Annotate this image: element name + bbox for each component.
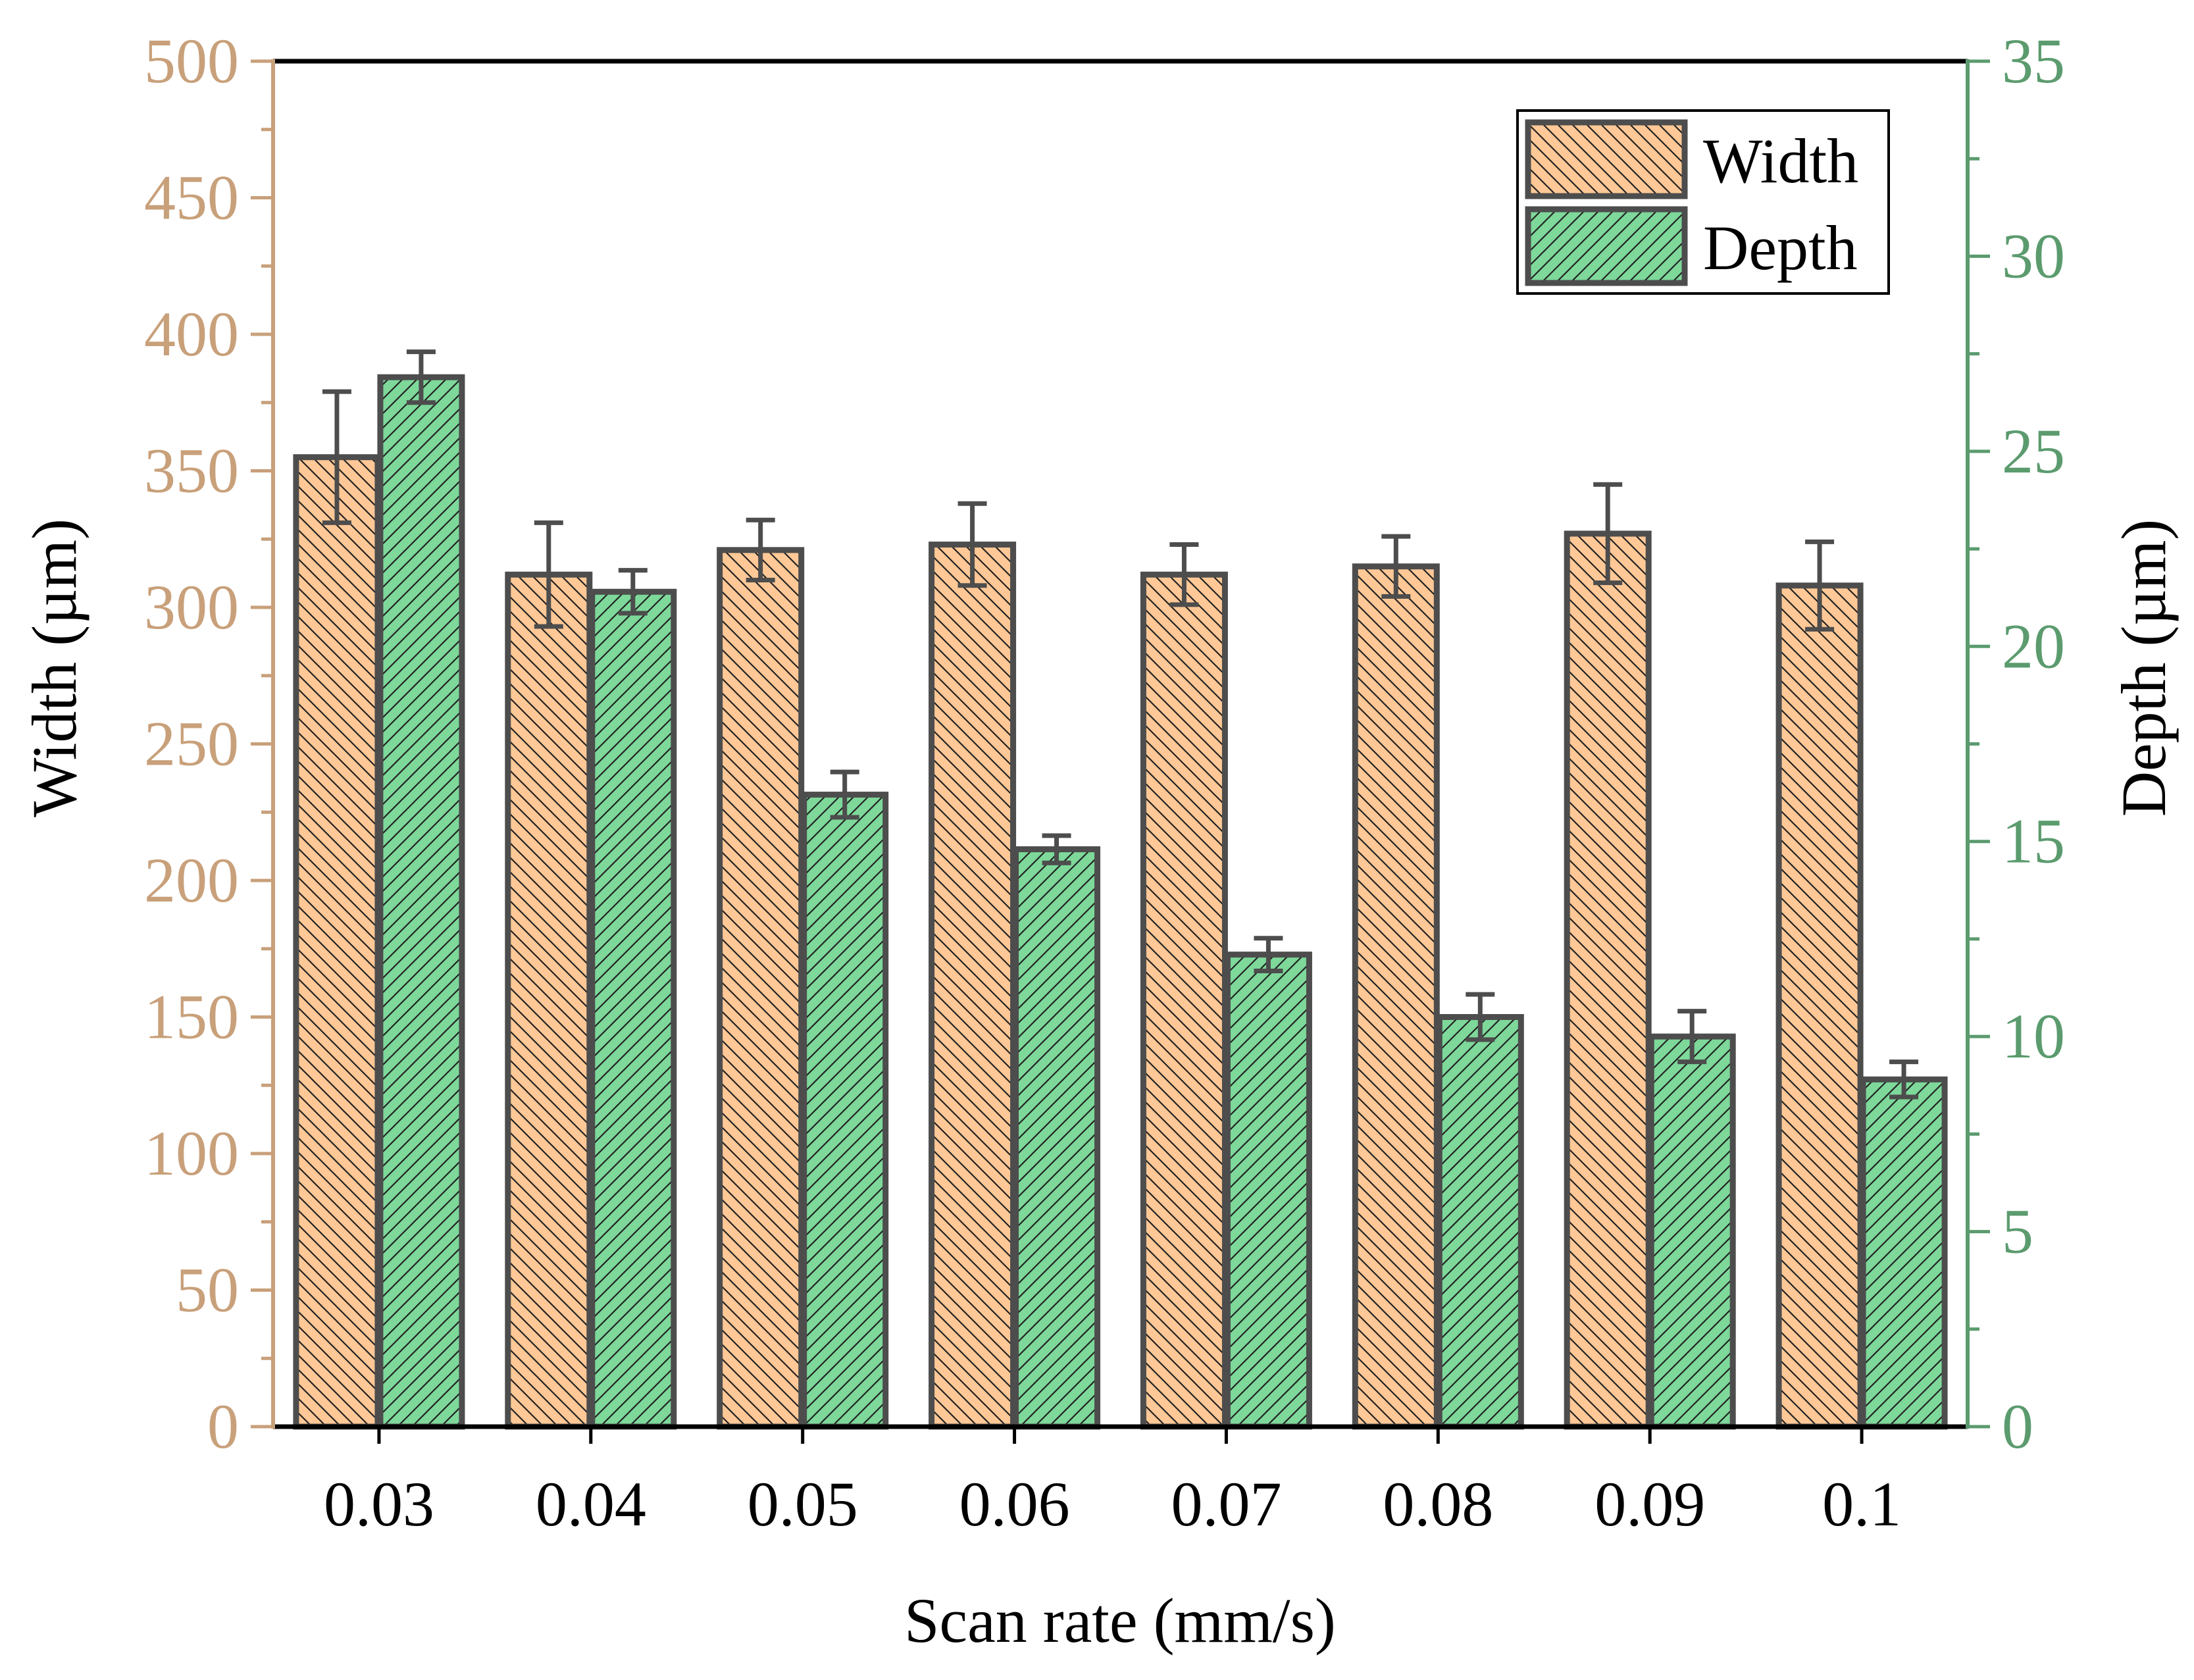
x-tick-label: 0.04 bbox=[536, 1469, 646, 1539]
y-right-tick-label: 25 bbox=[2002, 416, 2065, 486]
bars bbox=[293, 374, 1948, 1430]
axes: 0.03 0.04 0.05 0.06 0.07 0.08 0.09 0.1050100150… bbox=[144, 26, 2065, 1539]
x-tick-label: 0.1 bbox=[1822, 1469, 1901, 1539]
legend: Width Depth bbox=[1516, 109, 1890, 295]
legend-swatch-depth-hatch bbox=[1525, 206, 1688, 286]
x-tick-label: 0.05 bbox=[748, 1469, 858, 1539]
y-left-tick-label: 450 bbox=[144, 163, 239, 233]
x-axis-title: Scan rate (mm/s) bbox=[904, 1585, 1336, 1656]
y-right-tick-label: 15 bbox=[2002, 806, 2065, 877]
y-right-tick-label: 20 bbox=[2002, 611, 2065, 681]
bar-width-outline bbox=[505, 571, 593, 1430]
y-right-tick-label: 0 bbox=[2002, 1391, 2033, 1462]
legend-label-width: Width bbox=[1703, 126, 1858, 196]
y-left-tick-label: 250 bbox=[144, 709, 239, 779]
y-right-tick-label: 35 bbox=[2002, 26, 2065, 96]
bar-depth-outline bbox=[1224, 952, 1312, 1430]
bar-width-outline bbox=[929, 542, 1017, 1430]
bar-width-outline bbox=[293, 454, 381, 1430]
y-left-tick-label: 300 bbox=[144, 572, 239, 642]
y-left-tick-label: 150 bbox=[144, 982, 239, 1052]
x-tick-label: 0.08 bbox=[1383, 1469, 1493, 1539]
y-right-tick-label: 30 bbox=[2002, 220, 2065, 291]
x-tick-label: 0.03 bbox=[324, 1469, 434, 1539]
bar-depth-outline bbox=[1648, 1033, 1736, 1430]
y-left-tick-label: 350 bbox=[144, 436, 239, 506]
y-left-tick-label: 400 bbox=[144, 299, 239, 369]
bar-width-outline bbox=[1564, 530, 1652, 1430]
bar-depth-outline bbox=[1860, 1076, 1948, 1430]
y-left-tick-label: 200 bbox=[144, 845, 239, 915]
y-right-tick-label: 5 bbox=[2002, 1196, 2033, 1267]
bar-depth-outline bbox=[1436, 1014, 1524, 1430]
bar-depth-outline bbox=[589, 588, 677, 1430]
bar-depth-outline bbox=[377, 374, 465, 1430]
bar-width-outline bbox=[1775, 582, 1864, 1430]
x-tick-label: 0.06 bbox=[959, 1469, 1070, 1539]
legend-swatch-width-hatch bbox=[1525, 119, 1688, 199]
x-tick-label: 0.07 bbox=[1171, 1469, 1281, 1539]
legend-label-depth: Depth bbox=[1703, 213, 1858, 283]
bar-depth-outline bbox=[1013, 846, 1101, 1430]
bar-width-outline bbox=[717, 547, 805, 1430]
bar-width-outline bbox=[1352, 563, 1440, 1430]
y-right-axis-title: Depth (µm) bbox=[2108, 519, 2179, 817]
y-left-tick-label: 50 bbox=[176, 1255, 239, 1325]
error-bars bbox=[322, 349, 1919, 1100]
bar-depth-outline bbox=[801, 792, 889, 1430]
y-right-tick-label: 10 bbox=[2002, 1001, 2065, 1071]
y-left-axis-title: Width (µm) bbox=[19, 519, 89, 817]
x-tick-label: 0.09 bbox=[1594, 1469, 1705, 1539]
y-left-tick-label: 100 bbox=[144, 1118, 239, 1188]
y-left-tick-label: 500 bbox=[144, 26, 239, 96]
y-left-tick-label: 0 bbox=[207, 1391, 239, 1462]
bar-width-outline bbox=[1140, 571, 1228, 1430]
